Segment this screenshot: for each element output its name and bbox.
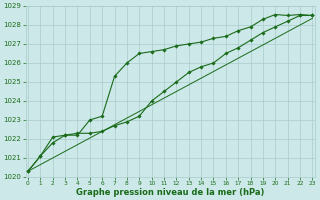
X-axis label: Graphe pression niveau de la mer (hPa): Graphe pression niveau de la mer (hPa) (76, 188, 264, 197)
